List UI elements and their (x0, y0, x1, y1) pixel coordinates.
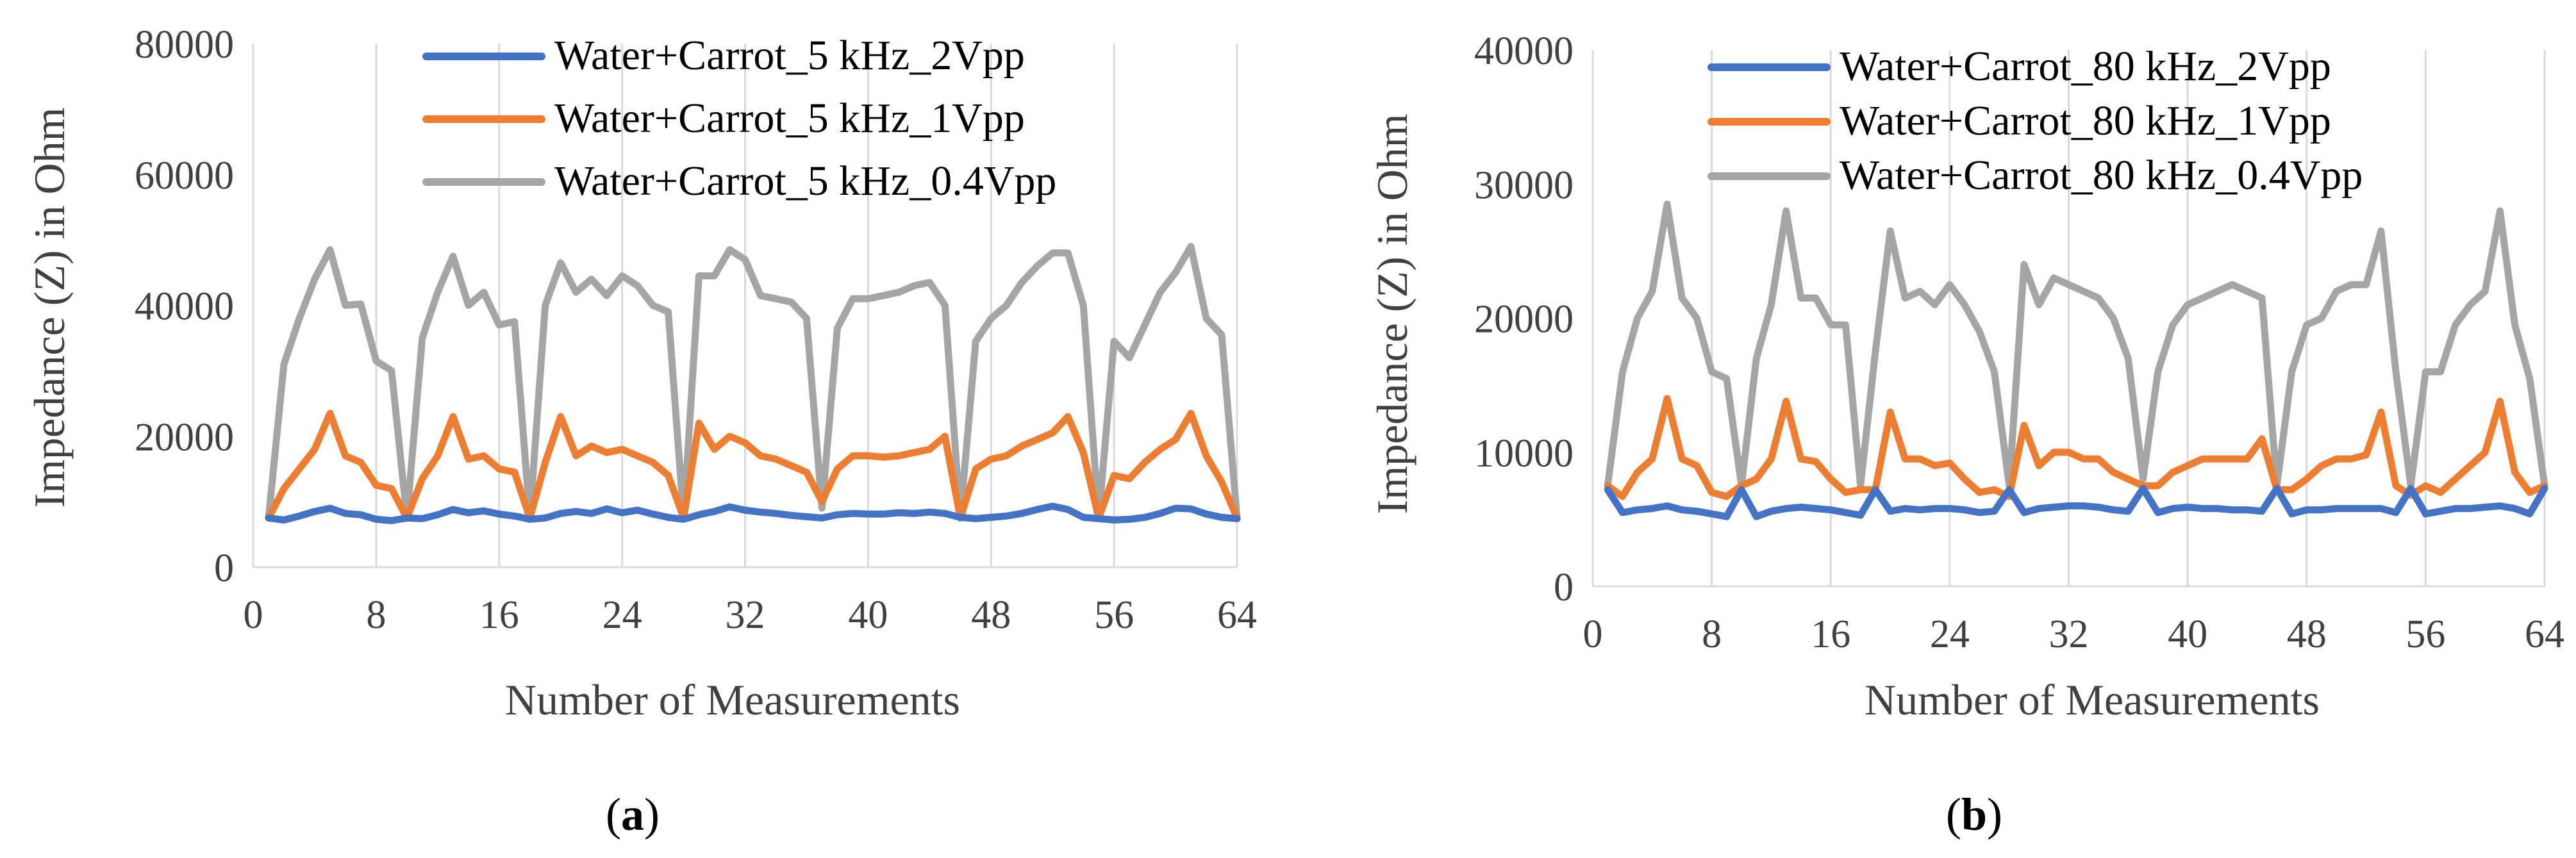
chart-b-plot-area (1604, 201, 2548, 520)
chart-b-series-line-3 (1604, 201, 2548, 490)
chart-b-legend-label-3: Water+Carrot_80 kHz_0.4Vpp (1840, 152, 2363, 199)
chart-b-x-axis-label: Number of Measurements (1865, 675, 2320, 724)
chart-b-x-tick-label: 40 (2168, 613, 2207, 656)
chart-b-x-tick-label: 64 (2525, 613, 2564, 656)
caption-a: (a) (606, 789, 660, 840)
chart-a-x-tick-label: 48 (971, 593, 1011, 637)
chart-b-gridlines (1591, 50, 2546, 588)
chart-a-y-axis-label: Impedance (Z) in Ohm (25, 108, 74, 508)
chart-a-legend-label-3: Water+Carrot_5 kHz_0.4Vpp (554, 158, 1056, 204)
caption-a-open: ( (606, 789, 621, 840)
caption-b: (b) (1946, 789, 2002, 840)
chart-b-y-ticks: 0 10000 20000 30000 40000 (1474, 29, 1574, 609)
chart-a-x-ticks: 0 8 16 24 32 40 48 56 64 (244, 593, 1258, 637)
chart-b-legend-label-2: Water+Carrot_80 kHz_1Vpp (1840, 97, 2331, 144)
chart-a-x-axis-label: Number of Measurements (505, 675, 960, 724)
chart-b-series-line-2 (1604, 395, 2548, 500)
chart-a-x-tick-label: 32 (726, 593, 765, 637)
chart-a-x-tick-label: 40 (848, 593, 888, 637)
chart-a-y-tick-label: 60000 (135, 154, 234, 197)
chart-b-y-tick-label: 30000 (1474, 163, 1574, 207)
chart-b-legend: Water+Carrot_80 kHz_2Vpp Water+Carrot_80 … (1708, 43, 2363, 199)
chart-b-y-tick-label: 40000 (1474, 29, 1574, 73)
chart-a-legend-label-1: Water+Carrot_5 kHz_2Vpp (554, 32, 1025, 79)
chart-a-x-tick-label: 24 (602, 593, 642, 637)
chart-b-x-tick-label: 8 (1702, 613, 1722, 656)
chart-a-series-line-2 (265, 409, 1241, 522)
chart-a-y-ticks: 0 20000 40000 60000 80000 (135, 23, 234, 590)
caption-b-close: ) (1987, 789, 2002, 840)
chart-b-x-tick-label: 32 (2049, 613, 2089, 656)
chart-b-y-tick-label: 20000 (1474, 298, 1574, 342)
chart-a-x-tick-label: 64 (1217, 593, 1257, 637)
chart-a-y-tick-label: 20000 (135, 416, 234, 459)
chart-a-x-tick-label: 0 (244, 593, 263, 637)
caption-b-open: ( (1946, 789, 1961, 840)
chart-b-x-tick-label: 56 (2406, 613, 2445, 656)
chart-b-x-tick-label: 48 (2287, 613, 2327, 656)
chart-a-legend: Water+Carrot_5 kHz_2Vpp Water+Carrot_5 kH… (422, 32, 1056, 204)
chart-b-y-tick-label: 0 (1554, 566, 1574, 609)
chart-b-y-axis-label: Impedance (Z) in Ohm (1368, 114, 1417, 515)
chart-a-x-tick-label: 56 (1094, 593, 1134, 637)
chart-b-y-tick-label: 10000 (1474, 432, 1574, 475)
chart-b-x-tick-label: 16 (1811, 613, 1850, 656)
chart-a-x-tick-label: 8 (366, 593, 386, 637)
chart-a-x-tick-label: 16 (479, 593, 519, 637)
chart-b-series-line-1 (1604, 484, 2548, 520)
chart-a-series-line-1 (265, 502, 1241, 524)
chart-a-plot-area (265, 243, 1241, 524)
chart-a-gridlines (252, 44, 1238, 568)
caption-a-close: ) (644, 789, 660, 840)
chart-b-legend-label-1: Water+Carrot_80 kHz_2Vpp (1840, 43, 2331, 90)
chart-a-y-tick-label: 80000 (135, 23, 234, 67)
chart-b-x-tick-label: 0 (1583, 613, 1603, 656)
chart-a-y-tick-label: 40000 (135, 285, 234, 329)
chart-a-legend-label-2: Water+Carrot_5 kHz_1Vpp (554, 95, 1025, 142)
chart-a-series-line-3 (265, 243, 1241, 522)
caption-a-letter: a (621, 789, 644, 840)
chart-b-x-ticks: 0 8 16 24 32 40 48 56 64 (1583, 613, 2565, 656)
chart-a-y-tick-label: 0 (214, 547, 234, 590)
chart-b-x-tick-label: 24 (1930, 613, 1970, 656)
chart-b: 0 10000 20000 30000 40000 0 8 16 24 32 40 48 56 64 I… (1368, 29, 2564, 724)
chart-a: 0 20000 40000 60000 80000 0 8 16 24 32 40 48 56 64 I… (25, 23, 1257, 724)
caption-b-letter: b (1961, 789, 1987, 840)
